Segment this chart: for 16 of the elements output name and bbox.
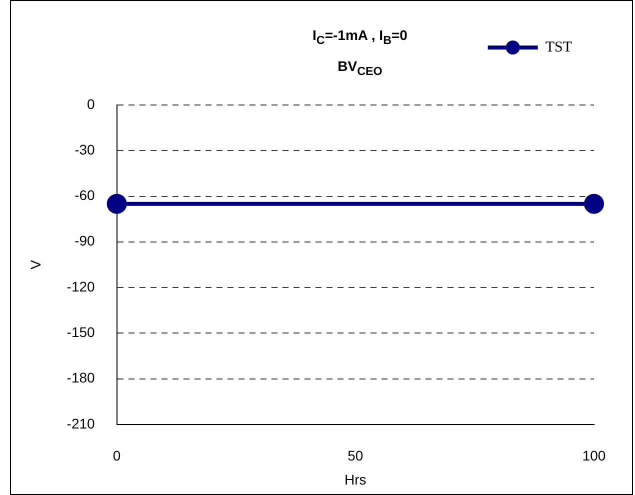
legend-label: TST — [545, 39, 572, 56]
x-tick-label: 50 — [348, 448, 364, 464]
x-tick-label: 100 — [582, 448, 606, 464]
y-tick-label: -60 — [74, 187, 96, 204]
y-tick-label: -150 — [66, 324, 96, 340]
x-axis-title: Hrs — [344, 471, 366, 488]
x-tick-label: 0 — [112, 448, 121, 464]
y-axis-title: V — [27, 259, 44, 270]
y-tick-label: 0 — [87, 96, 96, 112]
y-tick-label: -210 — [66, 415, 96, 432]
chart-title: I$_{C}$=-1mA , I$_{B}$=0 — [312, 27, 408, 47]
y-tick-label: -180 — [66, 370, 96, 386]
y-tick-label: -90 — [74, 232, 96, 249]
y-tick-label: -30 — [74, 141, 96, 158]
chart-subtitle: BV$_{CEO}$ — [336, 58, 384, 78]
y-tick-label: -120 — [66, 278, 96, 294]
